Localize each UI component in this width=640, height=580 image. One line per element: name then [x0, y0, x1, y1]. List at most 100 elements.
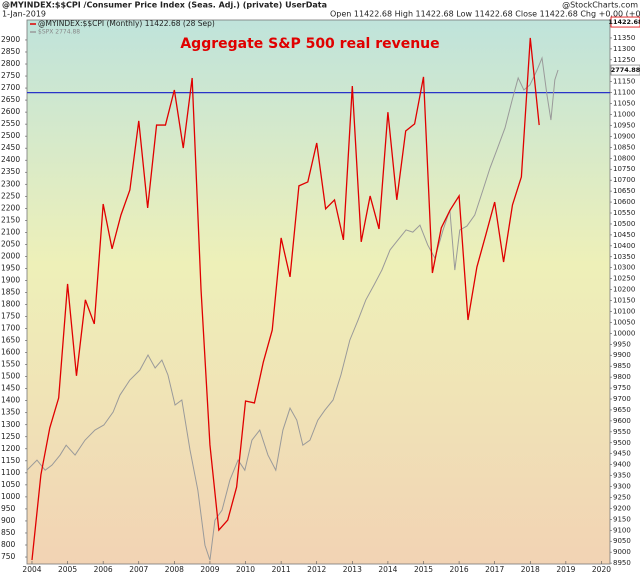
y-tick-label: 2450 — [1, 143, 20, 152]
y2-tick-label: 9300 — [613, 483, 631, 491]
y2-tick-label: 9450 — [613, 450, 631, 458]
y-tick-label: 800 — [1, 540, 16, 549]
y-tick-label: 1650 — [1, 336, 20, 345]
y2-tick-label: 9650 — [613, 406, 631, 414]
y2-tick-label: 10100 — [613, 307, 635, 315]
y2-tick-label: 11050 — [613, 100, 635, 108]
x-tick-label: 2006 — [94, 565, 113, 574]
y2-tick-label: 10300 — [613, 264, 635, 272]
y-tick-label: 900 — [1, 516, 16, 525]
y-tick-label: 2650 — [1, 95, 20, 104]
x-tick-label: 2011 — [272, 565, 291, 574]
y-tick-label: 1100 — [1, 468, 20, 477]
y-tick-label: 1350 — [1, 408, 20, 417]
y-tick-label: 2900 — [1, 35, 20, 44]
y2-tick-label: 11300 — [613, 45, 635, 53]
y-tick-label: 850 — [1, 528, 16, 537]
y-tick-label: 1250 — [1, 432, 20, 441]
y-tick-label: 1550 — [1, 360, 20, 369]
x-tick-label: 2005 — [58, 565, 77, 574]
header-date: 1-Jan-2019 — [2, 10, 46, 19]
y2-tick-label: 10650 — [613, 187, 635, 195]
y-tick-label: 1000 — [1, 492, 20, 501]
y-tick-label: 2250 — [1, 191, 20, 200]
y-tick-label: 1750 — [1, 312, 20, 321]
y2-tick-label: 9350 — [613, 472, 631, 480]
y2-tick-label: 9950 — [613, 340, 631, 348]
last-value-box — [610, 16, 640, 28]
y2-tick-label: 10050 — [613, 318, 635, 326]
y2-tick-label: 9800 — [613, 373, 631, 381]
x-tick-label: 2010 — [236, 565, 255, 574]
y-tick-label: 1400 — [1, 396, 20, 405]
y2-tick-label: 10700 — [613, 176, 635, 184]
last-value-label: 11422.68 — [608, 18, 640, 26]
y-tick-label: 2500 — [1, 131, 20, 140]
y2-tick-label: 10200 — [613, 286, 635, 294]
x-tick-label: 2007 — [129, 565, 148, 574]
y2-tick-label: 9500 — [613, 439, 631, 447]
y2-tick-label: 9850 — [613, 362, 631, 370]
y2-tick-label: 9000 — [613, 548, 631, 556]
legend-label: $SPX 2774.88 — [38, 29, 80, 36]
x-tick-label: 2015 — [414, 565, 433, 574]
y2-tick-label: 11250 — [613, 56, 635, 64]
header-symbol: @MYINDEX:$$CPI /Consumer Price Index (Se… — [2, 1, 327, 10]
x-tick-label: 2020 — [592, 565, 611, 574]
y2-tick-label: 10900 — [613, 132, 635, 140]
y2-tick-label: 10250 — [613, 275, 635, 283]
header-quote: Open 11422.68 High 11422.68 Low 11422.68… — [330, 10, 640, 19]
y-tick-label: 1700 — [1, 324, 20, 333]
y2-tick-label: 10000 — [613, 329, 635, 337]
y2-tick-label: 9750 — [613, 384, 631, 392]
y-tick-label: 2200 — [1, 203, 20, 212]
y-tick-label: 1450 — [1, 384, 20, 393]
y-tick-label: 2700 — [1, 83, 20, 92]
y-tick-label: 2150 — [1, 215, 20, 224]
y2-tick-label: 10600 — [613, 198, 635, 206]
y2-tick-label: 9250 — [613, 493, 631, 501]
series-line — [26, 56, 559, 561]
y-tick-label: 950 — [1, 504, 16, 513]
y-tick-label: 1500 — [1, 372, 20, 381]
y-tick-label: 2850 — [1, 47, 20, 56]
y2-tick-label: 10500 — [613, 220, 635, 228]
y2-tick-label: 10350 — [613, 253, 635, 261]
x-tick-label: 2004 — [22, 565, 41, 574]
y-tick-label: 1900 — [1, 275, 20, 284]
x-tick-label: 2013 — [343, 565, 362, 574]
last-value-label: 2774.88 — [611, 66, 640, 74]
series-line — [31, 37, 540, 561]
y2-tick-label: 9050 — [613, 537, 631, 545]
y-tick-label: 2050 — [1, 239, 20, 248]
y2-tick-label: 10950 — [613, 121, 635, 129]
x-tick-label: 2016 — [450, 565, 469, 574]
y2-tick-label: 9600 — [613, 417, 631, 425]
y2-tick-label: 10400 — [613, 242, 635, 250]
y2-tick-label: 11150 — [613, 78, 635, 86]
plot-area — [26, 19, 611, 565]
y-tick-label: 1600 — [1, 348, 20, 357]
y-tick-label: 1200 — [1, 444, 20, 453]
x-tick-label: 2017 — [485, 565, 504, 574]
x-tick-label: 2018 — [521, 565, 540, 574]
y2-tick-label: 9900 — [613, 351, 631, 359]
y2-tick-label: 10550 — [613, 209, 635, 217]
y-tick-label: 1950 — [1, 263, 20, 272]
y2-tick-label: 10750 — [613, 165, 635, 173]
y2-tick-label: 8950 — [613, 559, 631, 567]
y-tick-label: 2400 — [1, 155, 20, 164]
annotation: Aggregate S&P 500 real revenue — [180, 36, 439, 52]
y2-tick-label: 10850 — [613, 143, 635, 151]
y-tick-label: 1050 — [1, 480, 20, 489]
y2-tick-label: 9150 — [613, 515, 631, 523]
y-tick-label: 1800 — [1, 300, 20, 309]
last-value-box — [610, 64, 640, 76]
y2-tick-label: 10450 — [613, 231, 635, 239]
y-tick-label: 2350 — [1, 167, 20, 176]
y2-tick-label: 9200 — [613, 504, 631, 512]
y-tick-label: 2600 — [1, 107, 20, 116]
y2-tick-label: 9550 — [613, 428, 631, 436]
